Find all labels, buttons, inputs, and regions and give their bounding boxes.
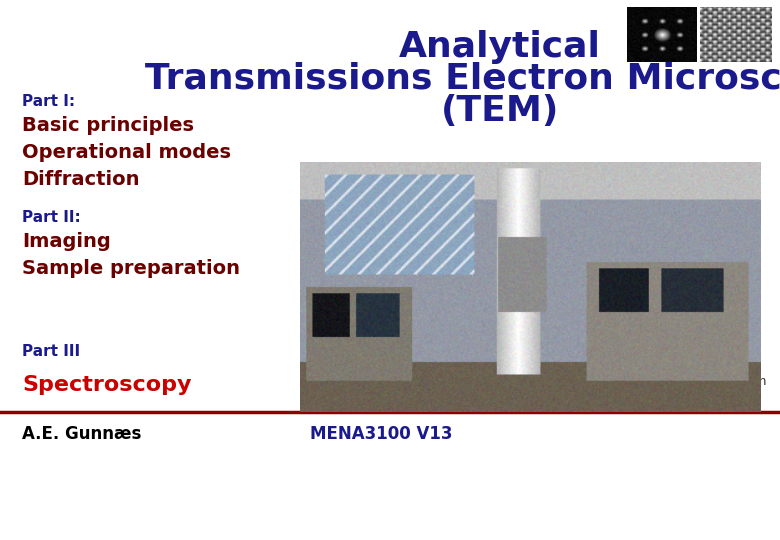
Text: Spectroscopy: Spectroscopy — [22, 375, 192, 395]
Text: Part I:: Part I: — [22, 94, 75, 109]
Text: Transmissions Electron Microscopy: Transmissions Electron Microscopy — [144, 62, 780, 96]
Text: A.E. Gunnæs: A.E. Gunnæs — [22, 425, 141, 443]
Text: (TEM): (TEM) — [441, 94, 559, 128]
Text: MENA3100 V13: MENA3100 V13 — [310, 425, 452, 443]
Text: Operational modes: Operational modes — [22, 143, 231, 162]
Text: Diffraction: Diffraction — [22, 170, 140, 189]
Text: Imaging: Imaging — [22, 232, 111, 251]
Text: Part III: Part III — [22, 344, 80, 359]
Text: Basic principles: Basic principles — [22, 116, 194, 135]
Text: Part II:: Part II: — [22, 210, 81, 225]
Text: Analytical: Analytical — [399, 30, 601, 64]
Text: Additional reading about TEM: http://www.matter.org.uk/tem/default.htm: Additional reading about TEM: http://www… — [310, 375, 767, 388]
Text: Sample preparation: Sample preparation — [22, 259, 240, 278]
